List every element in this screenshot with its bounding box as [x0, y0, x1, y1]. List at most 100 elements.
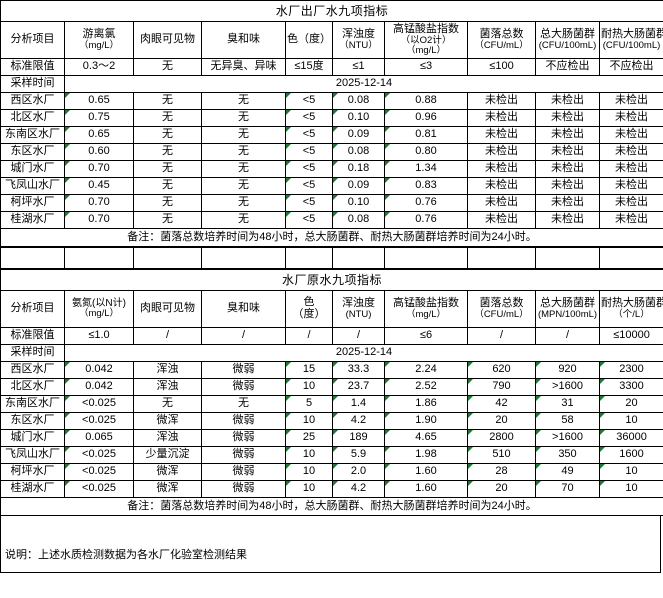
data-cell: 无: [133, 143, 202, 161]
table-row: 西区水厂 0.042 浑浊 微弱 15 33.3 2.24 620 920 2300: [0, 361, 663, 379]
table1-col-turbidity: 浑浊度 （NTU）: [332, 21, 385, 59]
table2-limit-cell: ≤10000: [598, 327, 663, 345]
table1-sampling-label: 采样时间: [0, 75, 65, 93]
table1-limit-cell: ≤100: [467, 58, 536, 76]
gap-cell: [599, 247, 663, 269]
table2-col-thermotolerant-coliform: 耐热大肠菌群 （个/L）: [598, 290, 663, 328]
data-cell: 1.4: [332, 395, 385, 413]
data-cell: <5: [285, 126, 333, 144]
data-cell: 无: [201, 109, 286, 127]
table1-col-visible-matter: 肉眼可见物: [133, 21, 202, 59]
table1-title-row: 水厂出厂水九项指标: [0, 0, 663, 22]
data-cell: 1.90: [384, 412, 468, 430]
gap-cell: [285, 247, 333, 269]
data-cell: 未检出: [598, 160, 663, 178]
data-cell: 0.08: [332, 143, 385, 161]
footer-note-text: 说明：上述水质检测数据为各水厂化验室检测结果: [5, 549, 247, 561]
data-cell: <5: [285, 92, 333, 110]
table1-limit-cell: 不应检出: [598, 58, 663, 76]
data-cell: 未检出: [535, 160, 600, 178]
table-row: 桂湖水厂 <0.025 微浑 微弱 10 4.2 1.60 20 70 10: [0, 480, 663, 498]
data-cell: >1600: [535, 378, 600, 396]
data-cell: 0.10: [332, 194, 385, 212]
data-cell: 25: [285, 429, 333, 447]
plant-name-cell: 东南区水厂: [0, 395, 65, 413]
data-cell: 0.08: [332, 92, 385, 110]
data-cell: 未检出: [467, 143, 536, 161]
plant-name-cell: 西区水厂: [0, 92, 65, 110]
data-cell: 0.45: [64, 177, 134, 195]
data-cell: 0.10: [332, 109, 385, 127]
data-cell: 0.83: [384, 177, 468, 195]
gap-row: [0, 247, 663, 269]
data-cell: <5: [285, 177, 333, 195]
data-cell: 0.76: [384, 194, 468, 212]
data-cell: 33.3: [332, 361, 385, 379]
data-cell: 无: [133, 177, 202, 195]
data-cell: 无: [201, 143, 286, 161]
table2-limit-cell: /: [467, 327, 536, 345]
table1-limit-cell: ≤3: [384, 58, 468, 76]
data-cell: 42: [467, 395, 536, 413]
table2-sampling-row: 采样时间 2025-12-14: [0, 344, 663, 362]
table2-limit-cell: /: [535, 327, 600, 345]
plant-name-cell: 东区水厂: [0, 143, 65, 161]
table2-limit-row: 标准限值 ≤1.0 / / / / ≤6 / / ≤10000: [0, 327, 663, 345]
data-cell: 微弱: [201, 446, 286, 464]
table2-title-row: 水厂原水九项指标: [0, 269, 663, 291]
table2-col-ammonia-nitrogen: 氨氮(以N计) （mg/L）: [64, 290, 134, 328]
table2-remark-row: 备注：菌落总数培养时间为48小时，总大肠菌群、耐热大肠菌群培养时间为24小时。: [0, 497, 663, 516]
table-row: 东区水厂 <0.025 微浑 微弱 10 4.2 1.90 20 58 10: [0, 412, 663, 430]
data-cell: 790: [467, 378, 536, 396]
data-cell: 20: [467, 480, 536, 498]
data-cell: 1600: [598, 446, 663, 464]
table2-col-analysis-item: 分析项目: [0, 290, 65, 328]
data-cell: 无: [201, 395, 286, 413]
table1-limit-cell: ≤15度: [285, 58, 333, 76]
data-cell: <5: [285, 109, 333, 127]
data-cell: 0.042: [64, 378, 134, 396]
footer-note-box: 说明：上述水质检测数据为各水厂化验室检测结果: [0, 516, 661, 573]
data-cell: 未检出: [467, 177, 536, 195]
data-cell: 无: [133, 194, 202, 212]
data-cell: 未检出: [598, 109, 663, 127]
data-cell: 未检出: [467, 194, 536, 212]
table1-limit-cell: 不应检出: [535, 58, 600, 76]
table1-limit-label: 标准限值: [0, 58, 65, 76]
data-cell: 未检出: [535, 211, 600, 229]
plant-name-cell: 城门水厂: [0, 429, 65, 447]
plant-name-cell: 柯坪水厂: [0, 194, 65, 212]
plant-name-cell: 飞凤山水厂: [0, 177, 65, 195]
gap-cell: [332, 247, 385, 269]
data-cell: 10: [285, 463, 333, 481]
data-cell: 2.0: [332, 463, 385, 481]
data-cell: 0.60: [64, 143, 134, 161]
table1-col-color: 色（度）: [285, 21, 333, 59]
data-cell: 浑浊: [133, 429, 202, 447]
data-cell: 0.065: [64, 429, 134, 447]
data-cell: 未检出: [598, 126, 663, 144]
data-cell: 0.09: [332, 126, 385, 144]
table-row: 东区水厂 0.60 无无 <5 0.08 0.80 未检出 未检出 未检出: [0, 143, 663, 161]
data-cell: <5: [285, 211, 333, 229]
data-cell: 未检出: [598, 194, 663, 212]
data-cell: 无: [133, 211, 202, 229]
table1-limit-row: 标准限值 0.3～2 无 无异臭、异味 ≤15度 ≤1 ≤3 ≤100 不应检出…: [0, 58, 663, 76]
data-cell: 无: [133, 160, 202, 178]
table-row: 城门水厂 0.70 无无 <5 0.18 1.34 未检出 未检出 未检出: [0, 160, 663, 178]
gap-cell: [201, 247, 286, 269]
data-cell: 微弱: [201, 480, 286, 498]
data-cell: 0.88: [384, 92, 468, 110]
data-cell: >1600: [535, 429, 600, 447]
data-cell: 920: [535, 361, 600, 379]
data-cell: 无: [201, 177, 286, 195]
data-cell: 无: [133, 92, 202, 110]
data-cell: 微浑: [133, 463, 202, 481]
data-cell: 2.24: [384, 361, 468, 379]
table2-sampling-label: 采样时间: [0, 344, 65, 362]
table2-limit-cell: /: [133, 327, 202, 345]
data-cell: 浑浊: [133, 378, 202, 396]
data-cell: 微浑: [133, 412, 202, 430]
data-cell: 微弱: [201, 361, 286, 379]
